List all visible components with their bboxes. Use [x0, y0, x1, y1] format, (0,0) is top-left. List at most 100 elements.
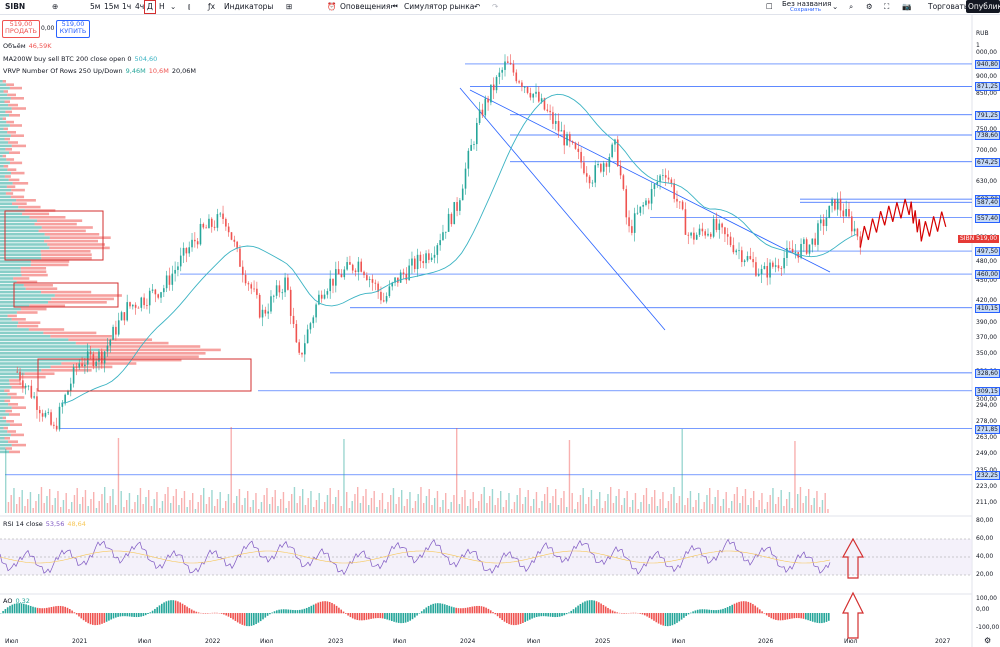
volume-bar — [566, 507, 568, 513]
volume-bar — [428, 489, 430, 513]
indicators-button[interactable]: Индикаторы — [224, 2, 274, 11]
ao-legend[interactable]: AO 0,32 — [3, 597, 30, 605]
price-tick: 750,00 — [976, 126, 997, 134]
volume-profile-up-bar — [0, 192, 6, 195]
volume-bar — [480, 494, 483, 513]
candle-body — [298, 342, 300, 353]
volume-legend[interactable]: Объём 46,59K — [3, 42, 52, 50]
volume-bar — [621, 505, 623, 513]
candle-type-icon[interactable]: ⫾ — [188, 2, 191, 11]
ao-bar — [701, 609, 704, 614]
search-icon[interactable]: ⌕ — [849, 2, 854, 11]
interval-4h[interactable]: 4ч — [135, 2, 145, 11]
volume-profile-down-bar — [11, 443, 26, 447]
sell-button[interactable]: 519,00 ПРОДАТЬ — [2, 20, 40, 38]
volume-profile-down-bar — [29, 216, 66, 219]
ao-bar — [165, 601, 168, 614]
ao-bar — [57, 605, 60, 614]
templates-icon[interactable]: ⊞ — [286, 2, 293, 11]
volume-bar — [709, 488, 711, 513]
candle-body — [425, 253, 427, 264]
volume-profile-up-bar — [0, 341, 76, 345]
candle-body — [363, 271, 365, 276]
ao-bar — [227, 613, 230, 617]
publish-button[interactable]: Опубликовать — [966, 0, 1000, 13]
volume-bar — [117, 438, 120, 513]
candle-body — [284, 277, 286, 293]
candle-body — [724, 227, 726, 235]
settings-icon[interactable]: ⚙ — [866, 2, 873, 11]
volume-profile-up-bar — [0, 379, 10, 382]
interval-5m[interactable]: 5м — [90, 2, 101, 11]
ao-bar — [515, 613, 517, 626]
ao-bar — [414, 613, 416, 618]
layout-checkbox-icon[interactable]: ☐ — [766, 2, 773, 11]
ao-bar — [476, 605, 478, 614]
replay-button[interactable]: Симулятор рынка — [404, 2, 475, 11]
candle-body — [850, 216, 853, 232]
interval-week[interactable]: Н — [159, 2, 165, 11]
interval-1h[interactable]: 1ч — [122, 2, 132, 11]
volume-profile-down-bar — [5, 148, 13, 151]
volume-profile-down-bar — [8, 403, 19, 406]
volume-bar — [183, 491, 186, 513]
candle-body — [157, 294, 159, 298]
vrvp-legend[interactable]: VRVP Number Of Rows 250 Up/Down 9,46M 10,6… — [3, 67, 196, 75]
camera-icon[interactable]: 📷 — [902, 2, 912, 11]
candle-body — [636, 212, 639, 214]
volume-profile-down-bar — [34, 222, 77, 226]
trade-button[interactable]: Торговать — [928, 2, 969, 11]
candle-body — [402, 272, 405, 274]
ao-bar — [480, 606, 483, 614]
volume-bar — [797, 494, 799, 513]
interval-day[interactable]: Д — [144, 0, 156, 14]
symbol-search[interactable]: SIBN — [5, 2, 26, 11]
ao-bar — [384, 613, 386, 619]
candle-body — [690, 232, 692, 236]
ao-bar — [388, 613, 391, 621]
ao-bar — [147, 613, 149, 614]
volume-profile-up-bar — [0, 195, 11, 199]
volume-bar — [156, 492, 158, 513]
ao-bar — [78, 613, 80, 617]
ao-bar — [71, 610, 73, 614]
volume-bar — [346, 492, 348, 513]
buy-button[interactable]: 519,00 КУПИТЬ — [56, 20, 90, 38]
volume-profile-down-bar — [25, 287, 58, 290]
candle-body — [75, 366, 78, 368]
ao-bar — [791, 613, 793, 619]
layout-name[interactable]: Без названия — [782, 0, 832, 8]
volume-bar — [131, 509, 133, 513]
chevron-down-icon[interactable]: ⌄ — [832, 2, 839, 11]
rsi-legend[interactable]: RSI 14 close 53,56 48,64 — [3, 520, 86, 528]
ma-legend[interactable]: MA200W buy sell BTC 200 close open 0 504,… — [3, 55, 157, 63]
axis-settings-icon[interactable]: ⚙ — [984, 636, 992, 645]
alerts-button[interactable]: Оповещения — [340, 2, 391, 11]
ao-bar — [289, 609, 292, 614]
redo-icon[interactable]: ↷ — [492, 2, 499, 11]
candle-body — [179, 255, 182, 267]
volume-profile-down-bar — [10, 433, 24, 437]
volume-bar — [711, 504, 714, 513]
add-symbol-icon[interactable]: ⊕ — [52, 2, 59, 11]
volume-bar — [167, 487, 169, 513]
volume-profile-up-bar — [0, 158, 7, 161]
ao-bar — [374, 613, 377, 619]
ao-bar — [98, 613, 101, 625]
candle-body — [233, 239, 236, 242]
candle-body — [295, 323, 298, 343]
volume-bar — [82, 497, 84, 513]
ao-bar — [462, 608, 464, 614]
undo-icon[interactable]: ↶ — [474, 2, 481, 11]
volume-bar — [359, 503, 362, 513]
volume-profile-down-bar — [48, 301, 107, 304]
interval-15m[interactable]: 15м — [104, 2, 120, 11]
candle-body — [831, 199, 833, 206]
fullscreen-icon[interactable]: ⛶ — [884, 2, 890, 11]
candle-body — [774, 265, 777, 267]
volume-bar — [225, 501, 227, 513]
volume-bar — [461, 497, 463, 513]
ao-bar — [740, 601, 743, 614]
chevron-down-icon[interactable]: ⌄ — [170, 2, 177, 11]
